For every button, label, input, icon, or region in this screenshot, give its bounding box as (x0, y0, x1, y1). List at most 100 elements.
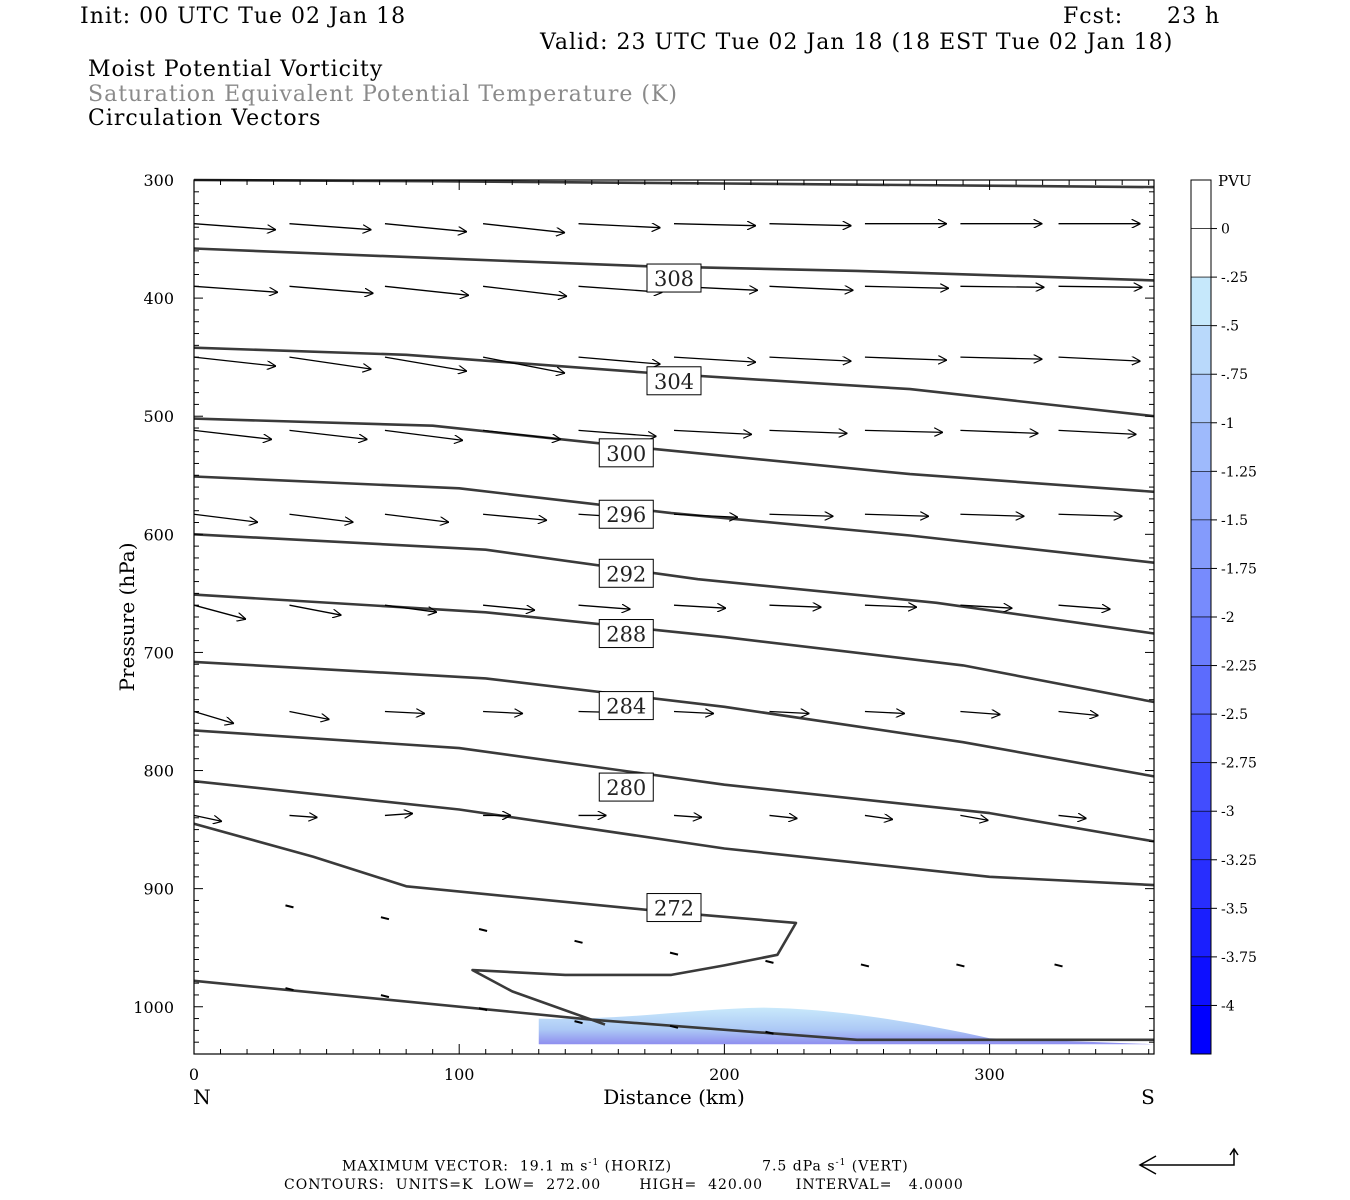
colorbar-segment (1190, 665, 1212, 715)
circulation-vector (669, 1024, 679, 1029)
colorbar-tick-label: -2 (1221, 610, 1235, 626)
contour-label-box (598, 499, 654, 529)
circulation-vector (193, 285, 278, 292)
colorbar-tick-label: -3.5 (1221, 901, 1248, 917)
colorbar-tick-label: -4 (1221, 998, 1235, 1014)
vert-label: (VERT) (851, 1158, 909, 1175)
colorbar-tick-label: -3.25 (1221, 853, 1257, 869)
circulation-vector (673, 356, 756, 362)
colorbar-segment (1190, 713, 1212, 763)
colorbar-tick-label: -1.5 (1221, 513, 1248, 529)
contour-label-box (598, 619, 654, 649)
y-tick-label: 900 (143, 880, 174, 899)
field-moist-pv: Moist Potential Vorticity (88, 57, 384, 82)
circulation-vector (769, 430, 847, 433)
circulation-vector (285, 987, 294, 992)
colorbar-segment (1190, 956, 1212, 1006)
y-tick-label: 700 (143, 643, 174, 662)
isentrope-line (193, 533, 1155, 635)
isentrope-line (193, 729, 1155, 843)
circulation-vector (960, 430, 1038, 433)
y-tick-label: 300 (143, 171, 174, 190)
circulation-vector (578, 429, 657, 436)
y-axis-title: Pressure (hPa) (115, 543, 139, 692)
x-axis-title: Distance (km) (603, 1085, 745, 1109)
circulation-vector (578, 605, 631, 609)
circulation-vector (769, 605, 821, 607)
colorbar-tick-label: -3.75 (1221, 950, 1257, 966)
circulation-vector (864, 357, 947, 360)
circulation-vector (384, 429, 463, 440)
x-tick-label: 200 (709, 1065, 740, 1084)
circulation-vector (193, 356, 276, 366)
circulation-vector (380, 916, 390, 921)
circulation-vector (483, 711, 523, 713)
pvu-negative-region (538, 1007, 1154, 1045)
circulation-vector (384, 223, 467, 232)
circulation-vector (384, 813, 413, 815)
contour-label: 304 (654, 370, 694, 394)
circulation-vector (578, 356, 661, 364)
circulation-vector (673, 224, 756, 226)
circulation-vector (193, 429, 272, 439)
circulation-vector (478, 928, 488, 932)
circulation-vector (1058, 286, 1143, 287)
field-theta-es: Saturation Equivalent Potential Temperat… (88, 82, 678, 107)
contour-label: 296 (606, 503, 646, 527)
colorbar-unit: PVU (1218, 172, 1252, 190)
contour-label: 280 (606, 776, 646, 800)
circulation-vector (769, 286, 853, 290)
isentrope-line (193, 822, 798, 1026)
circulation-vector (769, 815, 797, 818)
circulation-vector (864, 815, 893, 819)
x-tick-label: 0 (189, 1065, 199, 1084)
contour-label: 308 (654, 267, 694, 291)
forecast-label: Fcst: (1063, 4, 1124, 29)
circulation-vector (482, 429, 561, 439)
circulation-vector (1054, 963, 1063, 968)
max-vector-horiz-value: MAXIMUM VECTOR: 19.1 m s (342, 1158, 589, 1175)
circulation-vector (574, 1020, 583, 1025)
circulation-vector (384, 604, 437, 612)
y-tick-label: 1000 (133, 998, 174, 1017)
colorbar-segment (1190, 276, 1212, 326)
circulation-vector (483, 513, 547, 520)
circulation-vector (864, 286, 949, 288)
circulation-vector (673, 605, 726, 608)
circulation-vector (765, 959, 774, 964)
reference-vector-icon (1138, 1147, 1239, 1175)
colorbar-tick-label: -3 (1221, 804, 1235, 820)
circulation-vector (482, 356, 565, 373)
colorbar-segment (1190, 179, 1212, 229)
circulation-vector (289, 604, 341, 615)
circulation-vector (960, 357, 1042, 359)
isentrope-line (193, 178, 1155, 189)
field-circulation: Circulation Vectors (88, 106, 322, 131)
contour-label-box (646, 893, 702, 923)
contour-info: CONTOURS: UNITS=K LOW= 272.00 HIGH= 420.… (284, 1177, 964, 1193)
circulation-vector (960, 815, 988, 820)
colorbar-segment (1190, 568, 1212, 618)
circulation-vector (289, 710, 329, 719)
circulation-vector (1058, 711, 1099, 715)
valid-time: Valid: 23 UTC Tue 02 Jan 18 (18 EST Tue … (540, 30, 1174, 55)
north-label: N (193, 1085, 211, 1109)
isentrope-line (193, 417, 1155, 494)
colorbar-segment (1190, 422, 1212, 472)
circulation-vector (384, 711, 425, 713)
colorbar-segment (1190, 762, 1212, 812)
colorbar-segment (1190, 810, 1212, 861)
plot-frame (193, 179, 1155, 1055)
contour-label: 284 (606, 695, 646, 719)
circulation-vector (289, 223, 371, 230)
south-label: S (1141, 1085, 1155, 1109)
colorbar-tick-label: -1.75 (1221, 561, 1257, 577)
isentrope-line (193, 979, 1154, 1042)
x-tick-label: 300 (974, 1065, 1005, 1084)
isentrope-line (193, 779, 1155, 887)
circulation-vector (578, 224, 661, 228)
colorbar-tick-label: -2.5 (1221, 707, 1248, 723)
circulation-vector (1058, 605, 1111, 609)
circulation-vector (1058, 357, 1141, 361)
